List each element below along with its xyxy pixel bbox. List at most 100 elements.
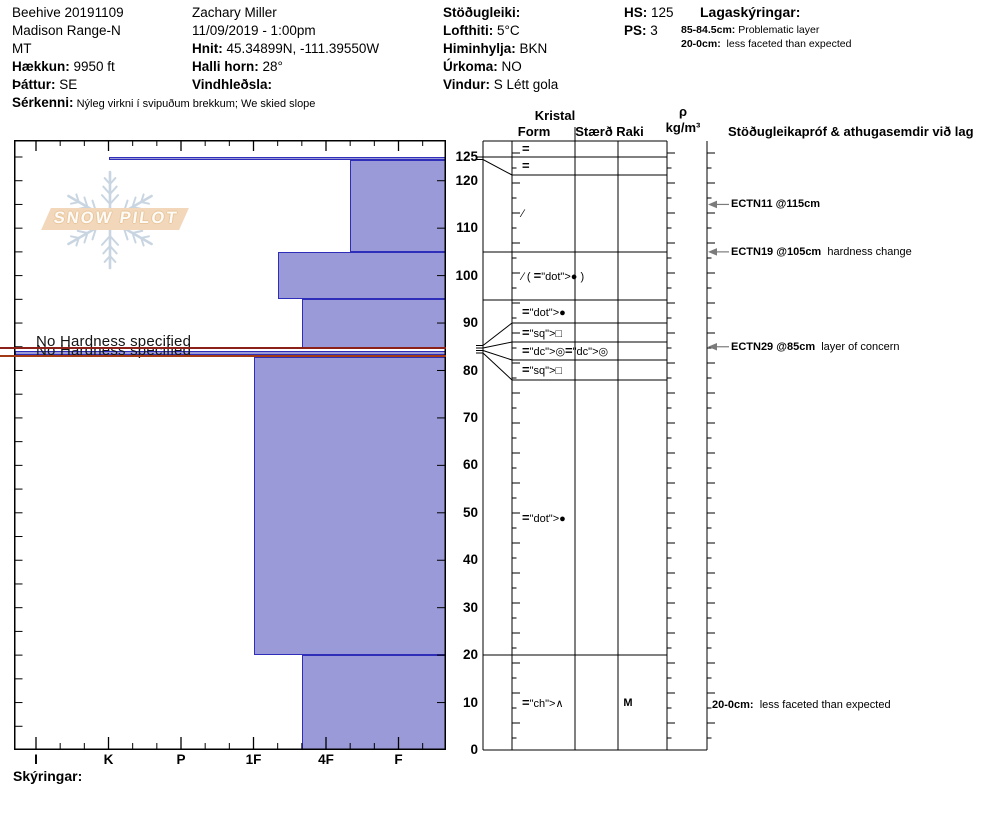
- snowflake-stroke: [102, 185, 111, 195]
- hardness-bar: [253, 356, 446, 656]
- snowflake-stroke: [100, 235, 111, 246]
- depth-axis-label: 0: [470, 742, 478, 757]
- layer-note: 20-0cm: less faceted than expected: [681, 37, 852, 50]
- form-symbol: ="sq">□: [522, 324, 563, 340]
- hardness-bar: [277, 251, 446, 300]
- snowflake-stroke: [83, 232, 89, 244]
- hs-total-depth: HS: 125: [624, 5, 674, 20]
- snowflake-stroke: [100, 194, 111, 205]
- form-symbol: ∕: [522, 207, 524, 220]
- form-symbol: =: [522, 141, 530, 156]
- depth-axis-label: 20: [462, 647, 478, 663]
- layer-of-concern-line: [0, 346, 446, 349]
- depth-axis-label: 70: [462, 409, 478, 425]
- stability: Stöðugleiki:: [443, 5, 521, 20]
- date-time: 11/09/2019 - 1:00pm: [192, 23, 316, 38]
- layer-notes-list: 85-84.5cm: Problematic layer 20-0cm: les…: [681, 24, 851, 51]
- header-column-observer: Zachary Miller 11/09/2019 - 1:00pm Hnit:…: [192, 4, 379, 94]
- snowflake-stroke: [70, 235, 80, 239]
- sky-cover: Himinhylja: BKN: [443, 41, 548, 56]
- hardness-axis-label: 1F: [245, 752, 262, 767]
- moisture-symbol: M: [623, 696, 633, 709]
- depth-axis-label: 100: [455, 267, 478, 283]
- form-symbol: ="sq">□: [522, 362, 563, 377]
- snowflake-stroke: [76, 229, 89, 234]
- characteristics: Sérkenni: Nýleg virkni í svipuðum brekku…: [12, 95, 316, 110]
- ps-value: PS: 3: [624, 23, 658, 38]
- snowflake-stroke: [109, 235, 120, 246]
- aspect: Þáttur: SE: [12, 77, 78, 92]
- snowflake-stroke: [131, 229, 144, 234]
- plot-border: [14, 140, 446, 750]
- header-column-hs-ps: HS: 125 PS: 3: [624, 4, 674, 40]
- layer-note: 85-84.5cm: Problematic layer: [681, 24, 820, 36]
- snowflake-stroke: [140, 235, 150, 239]
- form-symbol: ="ch">∧: [522, 694, 564, 710]
- state: MT: [12, 41, 32, 56]
- snowflake-stroke: [131, 232, 137, 244]
- crystal-group-header: Kristal: [534, 108, 576, 123]
- layer-notes-title: Lagaskýringar:: [700, 4, 801, 20]
- stability-test-label: ECTN29 @85cm layer of concern: [731, 340, 900, 353]
- snowflake-stroke: [75, 193, 80, 203]
- wind: Vindur: S Létt gola: [443, 77, 559, 92]
- form-symbol: ="dot">●: [522, 303, 566, 319]
- depth-axis-label: 110: [456, 220, 478, 236]
- snowflake-stroke: [103, 255, 111, 263]
- form-column-header: Form: [517, 124, 551, 139]
- depth-axis-label: 30: [462, 599, 478, 615]
- depth-axis-label: 90: [462, 315, 478, 330]
- no-hardness-label: No Hardness specified: [36, 333, 192, 351]
- wind-loading: Vindhleðsla:: [192, 77, 273, 92]
- elevation: Hækkun: 9950 ft: [12, 59, 115, 74]
- hardness-axis-label: P: [176, 752, 186, 767]
- snowflake-stroke: [140, 201, 150, 205]
- density-unit-header: kg/m³: [665, 120, 701, 135]
- hardness-axis-label: I: [34, 752, 38, 767]
- depth-axis-label: 10: [462, 694, 478, 710]
- coordinates: Hnit: 45.34899N, -111.39550W: [192, 41, 380, 56]
- test-arrow-icon: [708, 248, 717, 256]
- snowflake-stroke: [102, 245, 111, 255]
- depth-axis-label: 60: [462, 457, 478, 473]
- snowflake-stroke: [109, 255, 117, 263]
- header-column-weather: Stöðugleiki: Lofthiti: 5°C Himinhylja: B…: [443, 4, 558, 94]
- density-symbol-header: ρ: [678, 104, 688, 119]
- range-name: Madison Range-N: [12, 23, 121, 38]
- test-arrow-icon: [708, 342, 717, 351]
- snowflake-stroke: [109, 177, 117, 185]
- depth-axis-label: 50: [462, 504, 478, 520]
- form-symbol: ∕ ( ="dot">● ): [522, 268, 585, 283]
- slope-angle: Halli horn: 28°: [192, 59, 283, 74]
- form-symbol: ="dot">●: [522, 509, 566, 525]
- precipitation: Úrkoma: NO: [443, 59, 522, 74]
- size-column-header: Stærð: [575, 124, 613, 139]
- snowflake-stroke: [70, 201, 80, 205]
- depth-axis-label: 80: [462, 362, 478, 378]
- snowflake-stroke: [140, 193, 145, 203]
- depth-axis-label: 40: [462, 552, 478, 568]
- hardness-axis-label: K: [103, 752, 114, 767]
- hardness-axis-label: F: [394, 752, 403, 767]
- observer-name: Zachary Miller: [192, 5, 277, 20]
- layer-of-concern-line: [0, 354, 446, 357]
- snowflake-stroke: [109, 245, 118, 255]
- snowflake-stroke: [140, 237, 145, 247]
- stability-test-label: ECTN19 @105cm hardness change: [731, 245, 912, 258]
- air-temp: Lofthiti: 5°C: [443, 23, 520, 38]
- snowflake-stroke: [103, 177, 111, 185]
- stability-comments-header: Stöðugleikapróf & athugasemdir við lag: [728, 124, 974, 139]
- depth-axis-label: 120: [455, 172, 478, 188]
- layer-bottom-note: 20-0cm: less faceted than expected: [712, 698, 891, 711]
- form-symbol: =: [522, 158, 530, 173]
- header-column-location: Beehive 20191109 Madison Range-N MT Hækk…: [12, 4, 315, 113]
- moisture-column-header: Raki: [616, 124, 644, 139]
- legend-label: Skýringar:: [13, 768, 83, 784]
- stability-test-label: ECTN11 @115cm: [731, 198, 820, 211]
- snowflake-stroke: [75, 237, 80, 247]
